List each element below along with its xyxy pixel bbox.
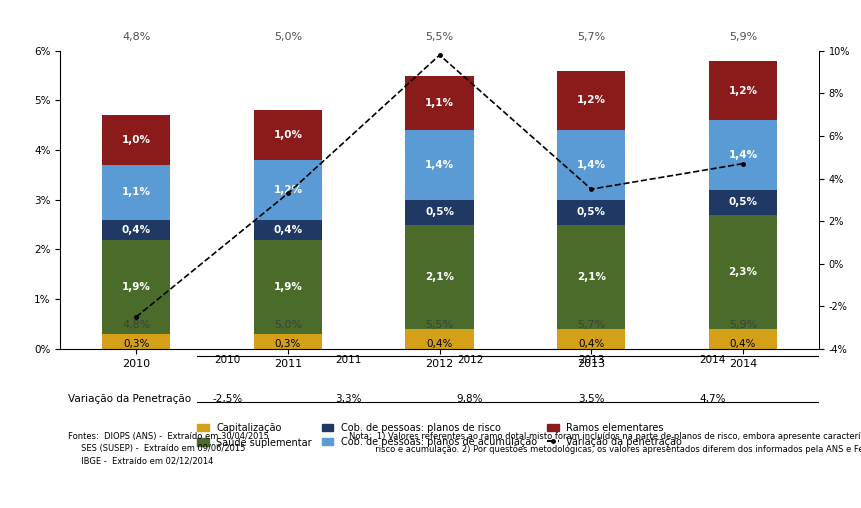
Bar <box>102 165 170 219</box>
Bar <box>102 334 170 349</box>
Text: 3,5%: 3,5% <box>578 394 604 404</box>
Text: 2011: 2011 <box>335 355 362 365</box>
Text: 1,0%: 1,0% <box>121 135 151 145</box>
Text: 1,4%: 1,4% <box>728 150 757 160</box>
Text: 1,4%: 1,4% <box>576 160 605 170</box>
Text: 3,3%: 3,3% <box>335 394 362 404</box>
Text: 1,1%: 1,1% <box>424 98 454 108</box>
Text: 4,8%: 4,8% <box>122 33 150 43</box>
Bar <box>708 61 777 120</box>
Text: 2,3%: 2,3% <box>728 267 757 277</box>
Text: 0,4%: 0,4% <box>426 339 452 348</box>
Bar <box>708 190 777 215</box>
Bar <box>253 110 322 160</box>
Bar <box>253 160 322 219</box>
Text: 0,5%: 0,5% <box>728 197 757 207</box>
Text: 5,9%: 5,9% <box>728 33 756 43</box>
Bar <box>253 334 322 349</box>
Text: 9,8%: 9,8% <box>456 394 483 404</box>
Text: 1,0%: 1,0% <box>273 130 302 140</box>
Bar <box>253 240 322 334</box>
Text: 4,8%: 4,8% <box>122 321 150 330</box>
Text: 0,3%: 0,3% <box>123 339 149 349</box>
Bar <box>556 225 625 329</box>
Text: 2012: 2012 <box>456 355 482 365</box>
Bar <box>102 219 170 240</box>
Text: 0,5%: 0,5% <box>424 207 454 217</box>
Text: 0,4%: 0,4% <box>121 225 151 235</box>
Text: 5,0%: 5,0% <box>274 33 301 43</box>
Bar <box>405 130 474 200</box>
Text: 5,7%: 5,7% <box>577 321 604 330</box>
Text: 5,5%: 5,5% <box>425 33 453 43</box>
Bar <box>405 76 474 130</box>
Bar <box>556 200 625 225</box>
Text: 5,9%: 5,9% <box>728 321 756 330</box>
Text: 1,2%: 1,2% <box>576 96 605 106</box>
Text: 2,1%: 2,1% <box>424 272 454 282</box>
Text: 5,7%: 5,7% <box>577 33 604 43</box>
Text: 1,9%: 1,9% <box>273 282 302 292</box>
Text: 2010: 2010 <box>214 355 240 365</box>
Text: 4,7%: 4,7% <box>698 394 725 404</box>
Bar <box>405 329 474 349</box>
Text: 1,4%: 1,4% <box>424 160 454 170</box>
Legend: Capitalização, Saúde suplementar, Cob. de pessoas: planos de risco, Cob. de pess: Capitalização, Saúde suplementar, Cob. d… <box>193 419 685 452</box>
Text: 1,2%: 1,2% <box>273 185 302 195</box>
Bar <box>102 240 170 334</box>
Text: 2014: 2014 <box>699 355 725 365</box>
Text: 0,4%: 0,4% <box>729 339 755 348</box>
Bar <box>708 329 777 349</box>
Bar <box>708 120 777 190</box>
Bar <box>405 200 474 225</box>
Text: 0,5%: 0,5% <box>576 207 605 217</box>
Bar <box>556 130 625 200</box>
Bar <box>405 225 474 329</box>
Text: Variação da Penetração: Variação da Penetração <box>68 394 191 404</box>
Text: Fontes:  DIOPS (ANS) -  Extraído em 30/04/2015
     SES (SUSEP) -  Extraído em 0: Fontes: DIOPS (ANS) - Extraído em 30/04/… <box>68 432 269 466</box>
Bar <box>102 115 170 165</box>
Text: 0,4%: 0,4% <box>578 339 604 348</box>
Bar <box>708 215 777 329</box>
Text: 5,5%: 5,5% <box>425 321 453 330</box>
Bar <box>556 71 625 130</box>
Text: 2,1%: 2,1% <box>576 272 605 282</box>
Text: 0,4%: 0,4% <box>273 225 302 235</box>
Bar <box>556 329 625 349</box>
Text: 1,1%: 1,1% <box>121 187 151 198</box>
Text: 5,0%: 5,0% <box>274 321 301 330</box>
Text: 1,9%: 1,9% <box>121 282 151 292</box>
Text: 1,2%: 1,2% <box>728 85 757 96</box>
Text: -2,5%: -2,5% <box>212 394 242 404</box>
Text: 0,3%: 0,3% <box>275 339 300 349</box>
Text: 2013: 2013 <box>578 355 604 365</box>
Text: Nota:  1) Valores referentes ao ramo dotal misto foram incluídos na parte de pla: Nota: 1) Valores referentes ao ramo dota… <box>348 432 861 454</box>
Bar <box>253 219 322 240</box>
